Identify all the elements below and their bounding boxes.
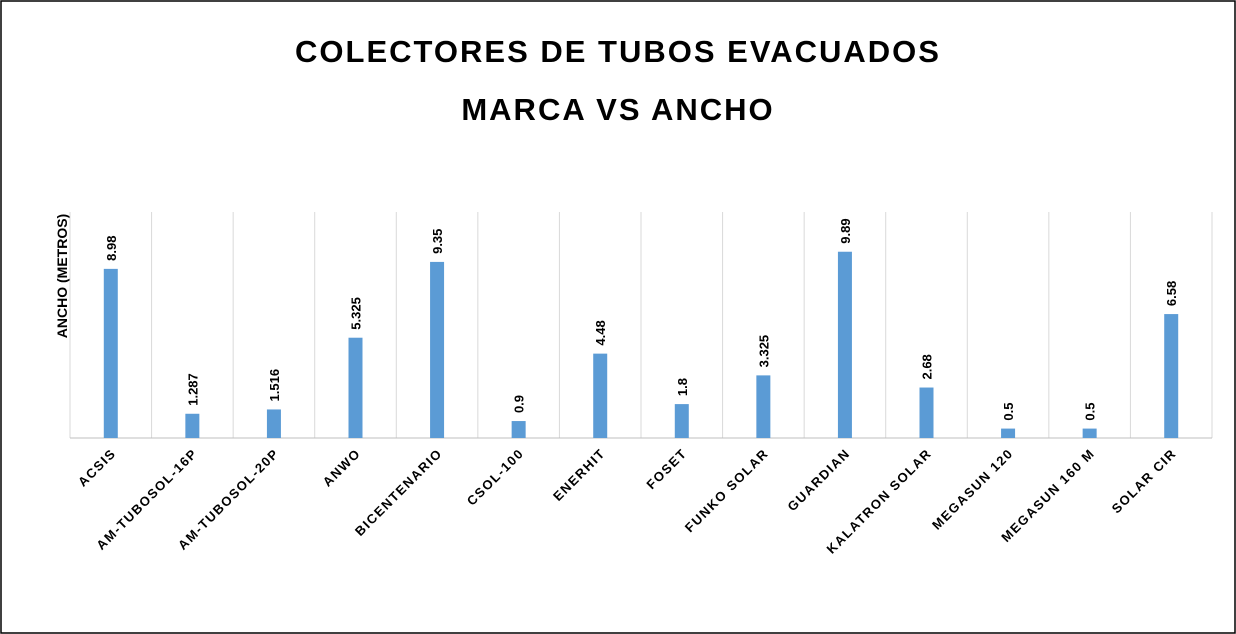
bar — [511, 421, 526, 438]
bar — [674, 404, 689, 438]
y-axis-label: ANCHO (METROS) — [54, 214, 70, 338]
data-label: 3.325 — [756, 335, 771, 368]
data-label: 1.8 — [675, 378, 690, 396]
bar — [1001, 428, 1016, 438]
data-label: 4.48 — [593, 320, 608, 345]
bar — [266, 409, 281, 438]
bar — [1082, 428, 1097, 438]
data-label: 0.5 — [1001, 403, 1016, 421]
data-label: 1.287 — [185, 373, 200, 406]
bar — [1164, 314, 1179, 438]
bar — [430, 261, 445, 438]
bar — [185, 413, 200, 438]
data-label: 1.516 — [267, 369, 282, 402]
data-label: 6.58 — [1164, 281, 1179, 306]
data-label: 9.89 — [838, 218, 853, 243]
bar — [756, 375, 771, 438]
data-label: 0.5 — [1083, 403, 1098, 421]
data-label: 9.35 — [430, 229, 445, 254]
bar — [348, 337, 363, 438]
data-label: 5.325 — [349, 297, 364, 330]
bar — [919, 387, 934, 438]
bar — [837, 251, 852, 438]
chart-title: MARCA VS ANCHO — [461, 92, 774, 127]
data-label: 0.9 — [512, 395, 527, 413]
bar — [593, 353, 608, 438]
bar — [103, 268, 118, 438]
chart-title: COLECTORES DE TUBOS EVACUADOS — [295, 34, 941, 69]
data-label: 8.98 — [104, 236, 119, 261]
data-label: 2.68 — [920, 354, 935, 379]
